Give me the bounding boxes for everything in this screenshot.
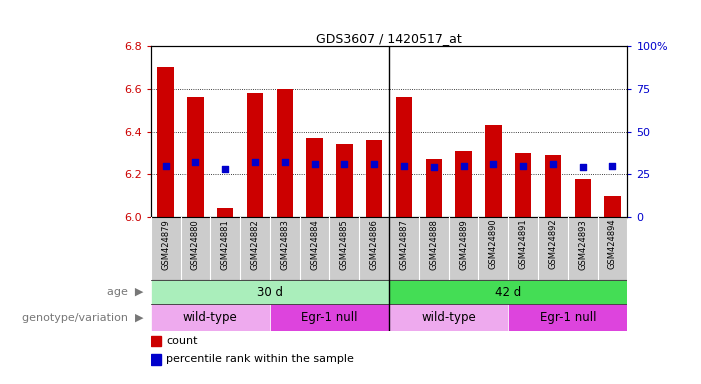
Text: age  ▶: age ▶ bbox=[107, 287, 144, 297]
Bar bbox=[515, 153, 531, 217]
Bar bbox=[151, 304, 270, 331]
Bar bbox=[306, 138, 322, 217]
Bar bbox=[366, 140, 382, 217]
Text: GSM424880: GSM424880 bbox=[191, 219, 200, 270]
Bar bbox=[575, 179, 591, 217]
Bar bbox=[151, 280, 389, 304]
Bar bbox=[187, 98, 203, 217]
Bar bbox=[396, 98, 412, 217]
Bar bbox=[240, 217, 270, 280]
Text: GSM424890: GSM424890 bbox=[489, 219, 498, 270]
Bar bbox=[478, 217, 508, 280]
Point bbox=[517, 163, 529, 169]
Point bbox=[398, 163, 409, 169]
Bar bbox=[418, 217, 449, 280]
Point bbox=[309, 161, 320, 167]
Point bbox=[339, 161, 350, 167]
Text: GSM424883: GSM424883 bbox=[280, 219, 290, 270]
Point bbox=[547, 161, 559, 167]
Bar bbox=[217, 209, 233, 217]
Point bbox=[428, 164, 440, 170]
Point bbox=[458, 163, 469, 169]
Text: GSM424879: GSM424879 bbox=[161, 219, 170, 270]
Text: GSM424881: GSM424881 bbox=[221, 219, 230, 270]
Bar bbox=[568, 217, 597, 280]
Text: Egr-1 null: Egr-1 null bbox=[540, 311, 596, 324]
Text: GSM424882: GSM424882 bbox=[250, 219, 259, 270]
Text: GSM424889: GSM424889 bbox=[459, 219, 468, 270]
Text: GSM424885: GSM424885 bbox=[340, 219, 349, 270]
Point bbox=[219, 166, 231, 172]
Bar bbox=[336, 144, 353, 217]
Bar bbox=[485, 125, 501, 217]
Bar bbox=[389, 217, 418, 280]
Text: count: count bbox=[166, 336, 198, 346]
Bar bbox=[158, 68, 174, 217]
Text: percentile rank within the sample: percentile rank within the sample bbox=[166, 354, 354, 364]
Bar bbox=[270, 217, 300, 280]
Bar bbox=[151, 354, 161, 365]
Text: wild-type: wild-type bbox=[421, 311, 476, 324]
Bar bbox=[277, 89, 293, 217]
Text: GSM424886: GSM424886 bbox=[369, 219, 379, 270]
Bar bbox=[389, 304, 508, 331]
Bar bbox=[181, 217, 210, 280]
Text: 30 d: 30 d bbox=[257, 286, 283, 299]
Bar bbox=[389, 280, 627, 304]
Bar bbox=[597, 217, 627, 280]
Bar bbox=[508, 217, 538, 280]
Point bbox=[279, 159, 290, 166]
Text: GSM424891: GSM424891 bbox=[519, 219, 528, 270]
Point bbox=[577, 164, 588, 170]
Bar bbox=[359, 217, 389, 280]
Bar bbox=[508, 304, 627, 331]
Bar bbox=[426, 159, 442, 217]
Text: GSM424884: GSM424884 bbox=[310, 219, 319, 270]
Bar bbox=[449, 217, 478, 280]
Text: GSM424887: GSM424887 bbox=[400, 219, 409, 270]
Text: GSM424888: GSM424888 bbox=[429, 219, 438, 270]
Bar bbox=[300, 217, 329, 280]
Point bbox=[190, 159, 201, 166]
Text: wild-type: wild-type bbox=[183, 311, 238, 324]
Bar bbox=[604, 195, 620, 217]
Point bbox=[488, 161, 499, 167]
Point bbox=[160, 163, 171, 169]
Bar bbox=[456, 151, 472, 217]
Bar bbox=[329, 217, 360, 280]
Bar bbox=[538, 217, 568, 280]
Bar bbox=[270, 304, 389, 331]
Point bbox=[369, 161, 380, 167]
Text: 42 d: 42 d bbox=[495, 286, 522, 299]
Text: genotype/variation  ▶: genotype/variation ▶ bbox=[22, 313, 144, 323]
Text: GSM424894: GSM424894 bbox=[608, 219, 617, 270]
Bar bbox=[151, 336, 161, 346]
Bar bbox=[151, 217, 181, 280]
Point bbox=[250, 159, 261, 166]
Text: GSM424893: GSM424893 bbox=[578, 219, 587, 270]
Point bbox=[607, 163, 618, 169]
Title: GDS3607 / 1420517_at: GDS3607 / 1420517_at bbox=[316, 32, 462, 45]
Text: Egr-1 null: Egr-1 null bbox=[301, 311, 358, 324]
Bar bbox=[545, 155, 561, 217]
Text: GSM424892: GSM424892 bbox=[548, 219, 557, 270]
Bar bbox=[247, 93, 263, 217]
Bar bbox=[210, 217, 240, 280]
